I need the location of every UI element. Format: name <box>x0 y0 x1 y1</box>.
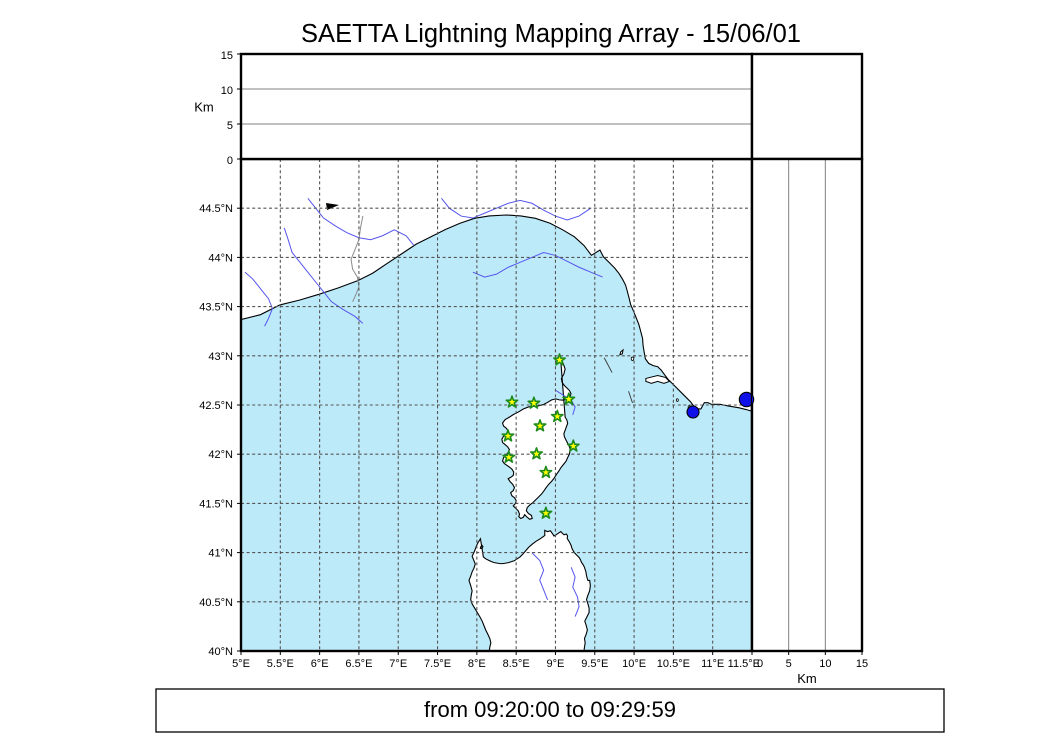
svg-text:15: 15 <box>221 50 233 62</box>
svg-text:6.5°E: 6.5°E <box>345 658 372 670</box>
svg-text:44°N: 44°N <box>208 252 233 264</box>
svg-text:40.5°N: 40.5°N <box>199 597 233 609</box>
svg-text:7°E: 7°E <box>389 658 407 670</box>
svg-text:10: 10 <box>819 658 831 670</box>
svg-text:10°E: 10°E <box>622 658 646 670</box>
svg-text:5°E: 5°E <box>232 658 250 670</box>
svg-text:0: 0 <box>757 658 763 670</box>
svg-text:10.5°E: 10.5°E <box>657 658 690 670</box>
svg-text:42°N: 42°N <box>208 449 233 461</box>
svg-text:5: 5 <box>786 658 792 670</box>
svg-text:43.5°N: 43.5°N <box>199 302 233 314</box>
svg-text:9°E: 9°E <box>547 658 565 670</box>
svg-text:0: 0 <box>227 155 233 167</box>
svg-text:41°N: 41°N <box>208 548 233 560</box>
svg-text:11°E: 11°E <box>701 658 724 670</box>
svg-text:from 09:20:00 to 09:29:59: from 09:20:00 to 09:29:59 <box>424 697 676 722</box>
svg-text:8°E: 8°E <box>468 658 486 670</box>
svg-text:11.5°E: 11.5°E <box>728 658 760 670</box>
svg-text:41.5°N: 41.5°N <box>199 498 233 510</box>
svg-text:43°N: 43°N <box>208 351 233 363</box>
svg-text:15: 15 <box>856 658 868 670</box>
svg-text:9.5°E: 9.5°E <box>581 658 608 670</box>
svg-text:6°E: 6°E <box>311 658 329 670</box>
svg-text:Km: Km <box>797 671 817 686</box>
svg-text:SAETTA Lightning Mapping Array: SAETTA Lightning Mapping Array - 15/06/0… <box>301 20 801 48</box>
svg-text:8.5°E: 8.5°E <box>503 658 530 670</box>
svg-text:7.5°E: 7.5°E <box>424 658 451 670</box>
svg-text:40°N: 40°N <box>208 646 233 658</box>
svg-text:Km: Km <box>194 100 214 115</box>
svg-text:5.5°E: 5.5°E <box>267 658 294 670</box>
svg-text:44.5°N: 44.5°N <box>199 203 233 215</box>
svg-text:5: 5 <box>227 120 233 132</box>
svg-text:42.5°N: 42.5°N <box>199 400 233 412</box>
svg-text:10: 10 <box>221 85 233 97</box>
